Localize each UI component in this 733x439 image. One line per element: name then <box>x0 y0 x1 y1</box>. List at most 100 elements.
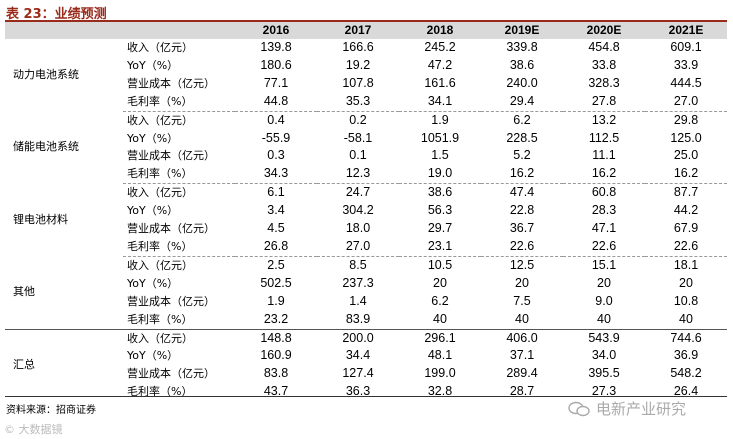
value-cell: 8.5 <box>349 257 367 272</box>
metric-label: 毛利率（%） <box>127 385 193 399</box>
value-cell: 33.9 <box>673 57 699 72</box>
value-cell: 200.0 <box>317 328 399 348</box>
table-row: 营业成本（亿元） 77.1 107.8 161.6 240.0 328.3 444.5 <box>5 75 727 93</box>
metric-label: YoY（%） <box>127 58 179 72</box>
value-cell: 87.7 <box>673 185 699 200</box>
header-cell: 2018 <box>399 22 481 39</box>
metric-label: YoY（%） <box>127 131 179 145</box>
value-cell: 27.0 <box>317 237 399 257</box>
metric-label: 收入（亿元） <box>127 113 193 127</box>
header-cell: 2019E <box>481 22 563 39</box>
value-cell: 0.3 <box>267 148 285 163</box>
value-cell: 47.2 <box>427 57 453 72</box>
value-cell: 1.4 <box>349 293 367 308</box>
value-cell: 20 <box>679 275 693 290</box>
watermark-left: © 大数据镜 <box>4 423 63 436</box>
header-cell: 2016 <box>235 22 317 39</box>
value-cell: 38.6 <box>427 185 453 200</box>
value-cell: 12.3 <box>317 165 399 185</box>
value-cell: 33.8 <box>591 57 617 72</box>
segment-label: 动力电池系统 <box>13 68 79 82</box>
value-cell: 83.9 <box>345 311 371 326</box>
metric-label: YoY（%） <box>127 349 179 363</box>
value-cell: 0.4 <box>267 112 285 127</box>
value-cell: 237.3 <box>342 275 374 290</box>
value-cell: 148.8 <box>235 328 317 348</box>
value-cell: 395.5 <box>588 366 620 381</box>
watermark-right: 电新产业研究 <box>568 398 686 419</box>
value-cell: 328.3 <box>588 75 620 90</box>
source-note: 资料来源：招商证券 <box>6 405 96 416</box>
table-title: 表 23：业绩预测 <box>6 7 107 22</box>
value-cell: 19.0 <box>399 165 481 185</box>
value-cell: 34.3 <box>235 165 317 185</box>
table-row: 营业成本（亿元） 0.3 0.1 1.5 5.2 11.1 25.0 <box>5 147 727 165</box>
value-cell: 40 <box>433 311 447 326</box>
value-cell: 6.1 <box>267 185 285 200</box>
value-cell: 289.4 <box>506 366 538 381</box>
value-cell: 112.5 <box>588 130 620 145</box>
value-cell: 20 <box>433 275 447 290</box>
value-cell: 27.0 <box>645 92 727 112</box>
value-cell: 56.3 <box>427 203 453 218</box>
segment-label: 汇总 <box>5 328 123 402</box>
value-cell: 27.8 <box>563 92 645 112</box>
value-cell: 1.5 <box>431 148 449 163</box>
value-cell: 60.8 <box>591 185 617 200</box>
metric-label: 营业成本（亿元） <box>127 294 215 308</box>
value-cell: 13.2 <box>591 112 617 127</box>
value-cell: 1051.9 <box>420 130 460 145</box>
value-cell: 1.9 <box>431 112 449 127</box>
value-cell: 22.6 <box>481 237 563 257</box>
table-row: YoY（%） -55.9 -58.1 1051.9 228.5 112.5 125.0 <box>5 130 727 148</box>
table-row: YoY（%） 160.9 34.4 48.1 37.1 34.0 36.9 <box>5 347 727 365</box>
table-row: 汇总 收入（亿元） 148.8 200.0 296.1 406.0 543.9 744.6 <box>5 328 727 402</box>
value-cell: 6.2 <box>431 293 449 308</box>
table-row: 储能电池系统 收入（亿元） 0.4 0.2 1.9 6.2 13.2 29.8 <box>5 111 727 154</box>
value-cell: 4.5 <box>267 221 285 236</box>
metric-label: 毛利率（%） <box>127 312 193 326</box>
value-cell: 240.0 <box>506 75 538 90</box>
header-cell <box>123 22 235 39</box>
value-cell: 548.2 <box>670 366 702 381</box>
table-row: YoY（%） 180.6 19.2 47.2 38.6 33.8 33.9 <box>5 57 727 75</box>
value-cell: 23.2 <box>263 311 289 326</box>
value-cell: 47.4 <box>509 185 535 200</box>
value-cell: 454.8 <box>588 40 620 54</box>
value-cell: 47.1 <box>591 221 617 236</box>
value-cell: 22.8 <box>509 203 535 218</box>
value-cell: 139.8 <box>260 40 292 54</box>
value-cell: 0.1 <box>349 148 367 163</box>
value-cell: 29.8 <box>673 112 699 127</box>
table-row: 其他 收入（亿元） 2.5 8.5 10.5 12.5 15.1 18.1 <box>5 256 727 299</box>
metric-label: 收入（亿元） <box>127 186 193 200</box>
value-cell: 36.3 <box>345 384 371 399</box>
metric-label: 毛利率（%） <box>123 165 235 185</box>
value-cell: -58.1 <box>343 130 373 145</box>
value-cell: 22.6 <box>563 237 645 257</box>
value-cell: 23.1 <box>399 237 481 257</box>
header-cell <box>5 22 123 39</box>
value-cell: 16.2 <box>481 165 563 185</box>
value-cell: 35.3 <box>317 92 399 112</box>
metric-label: 营业成本（亿元） <box>127 76 215 90</box>
value-cell: 27.3 <box>591 384 617 399</box>
value-cell: 304.2 <box>342 203 374 218</box>
value-cell: 34.1 <box>399 92 481 112</box>
value-cell: 744.6 <box>645 328 727 348</box>
header-cell: 2020E <box>563 22 645 39</box>
value-cell: 26.4 <box>673 384 699 399</box>
top-rule <box>5 20 727 22</box>
value-cell: 48.1 <box>427 348 453 363</box>
header-cell: 2017 <box>317 22 399 39</box>
value-cell: 228.5 <box>506 130 538 145</box>
header-cell: 2021E <box>645 22 727 39</box>
value-cell: 29.7 <box>427 221 453 236</box>
value-cell: 16.2 <box>645 165 727 185</box>
value-cell: 0.2 <box>349 112 367 127</box>
value-cell: 5.2 <box>513 148 531 163</box>
value-cell: 10.8 <box>673 293 699 308</box>
metric-label: 毛利率（%） <box>123 92 235 112</box>
value-cell: 26.8 <box>235 237 317 257</box>
value-cell: 19.2 <box>345 57 371 72</box>
